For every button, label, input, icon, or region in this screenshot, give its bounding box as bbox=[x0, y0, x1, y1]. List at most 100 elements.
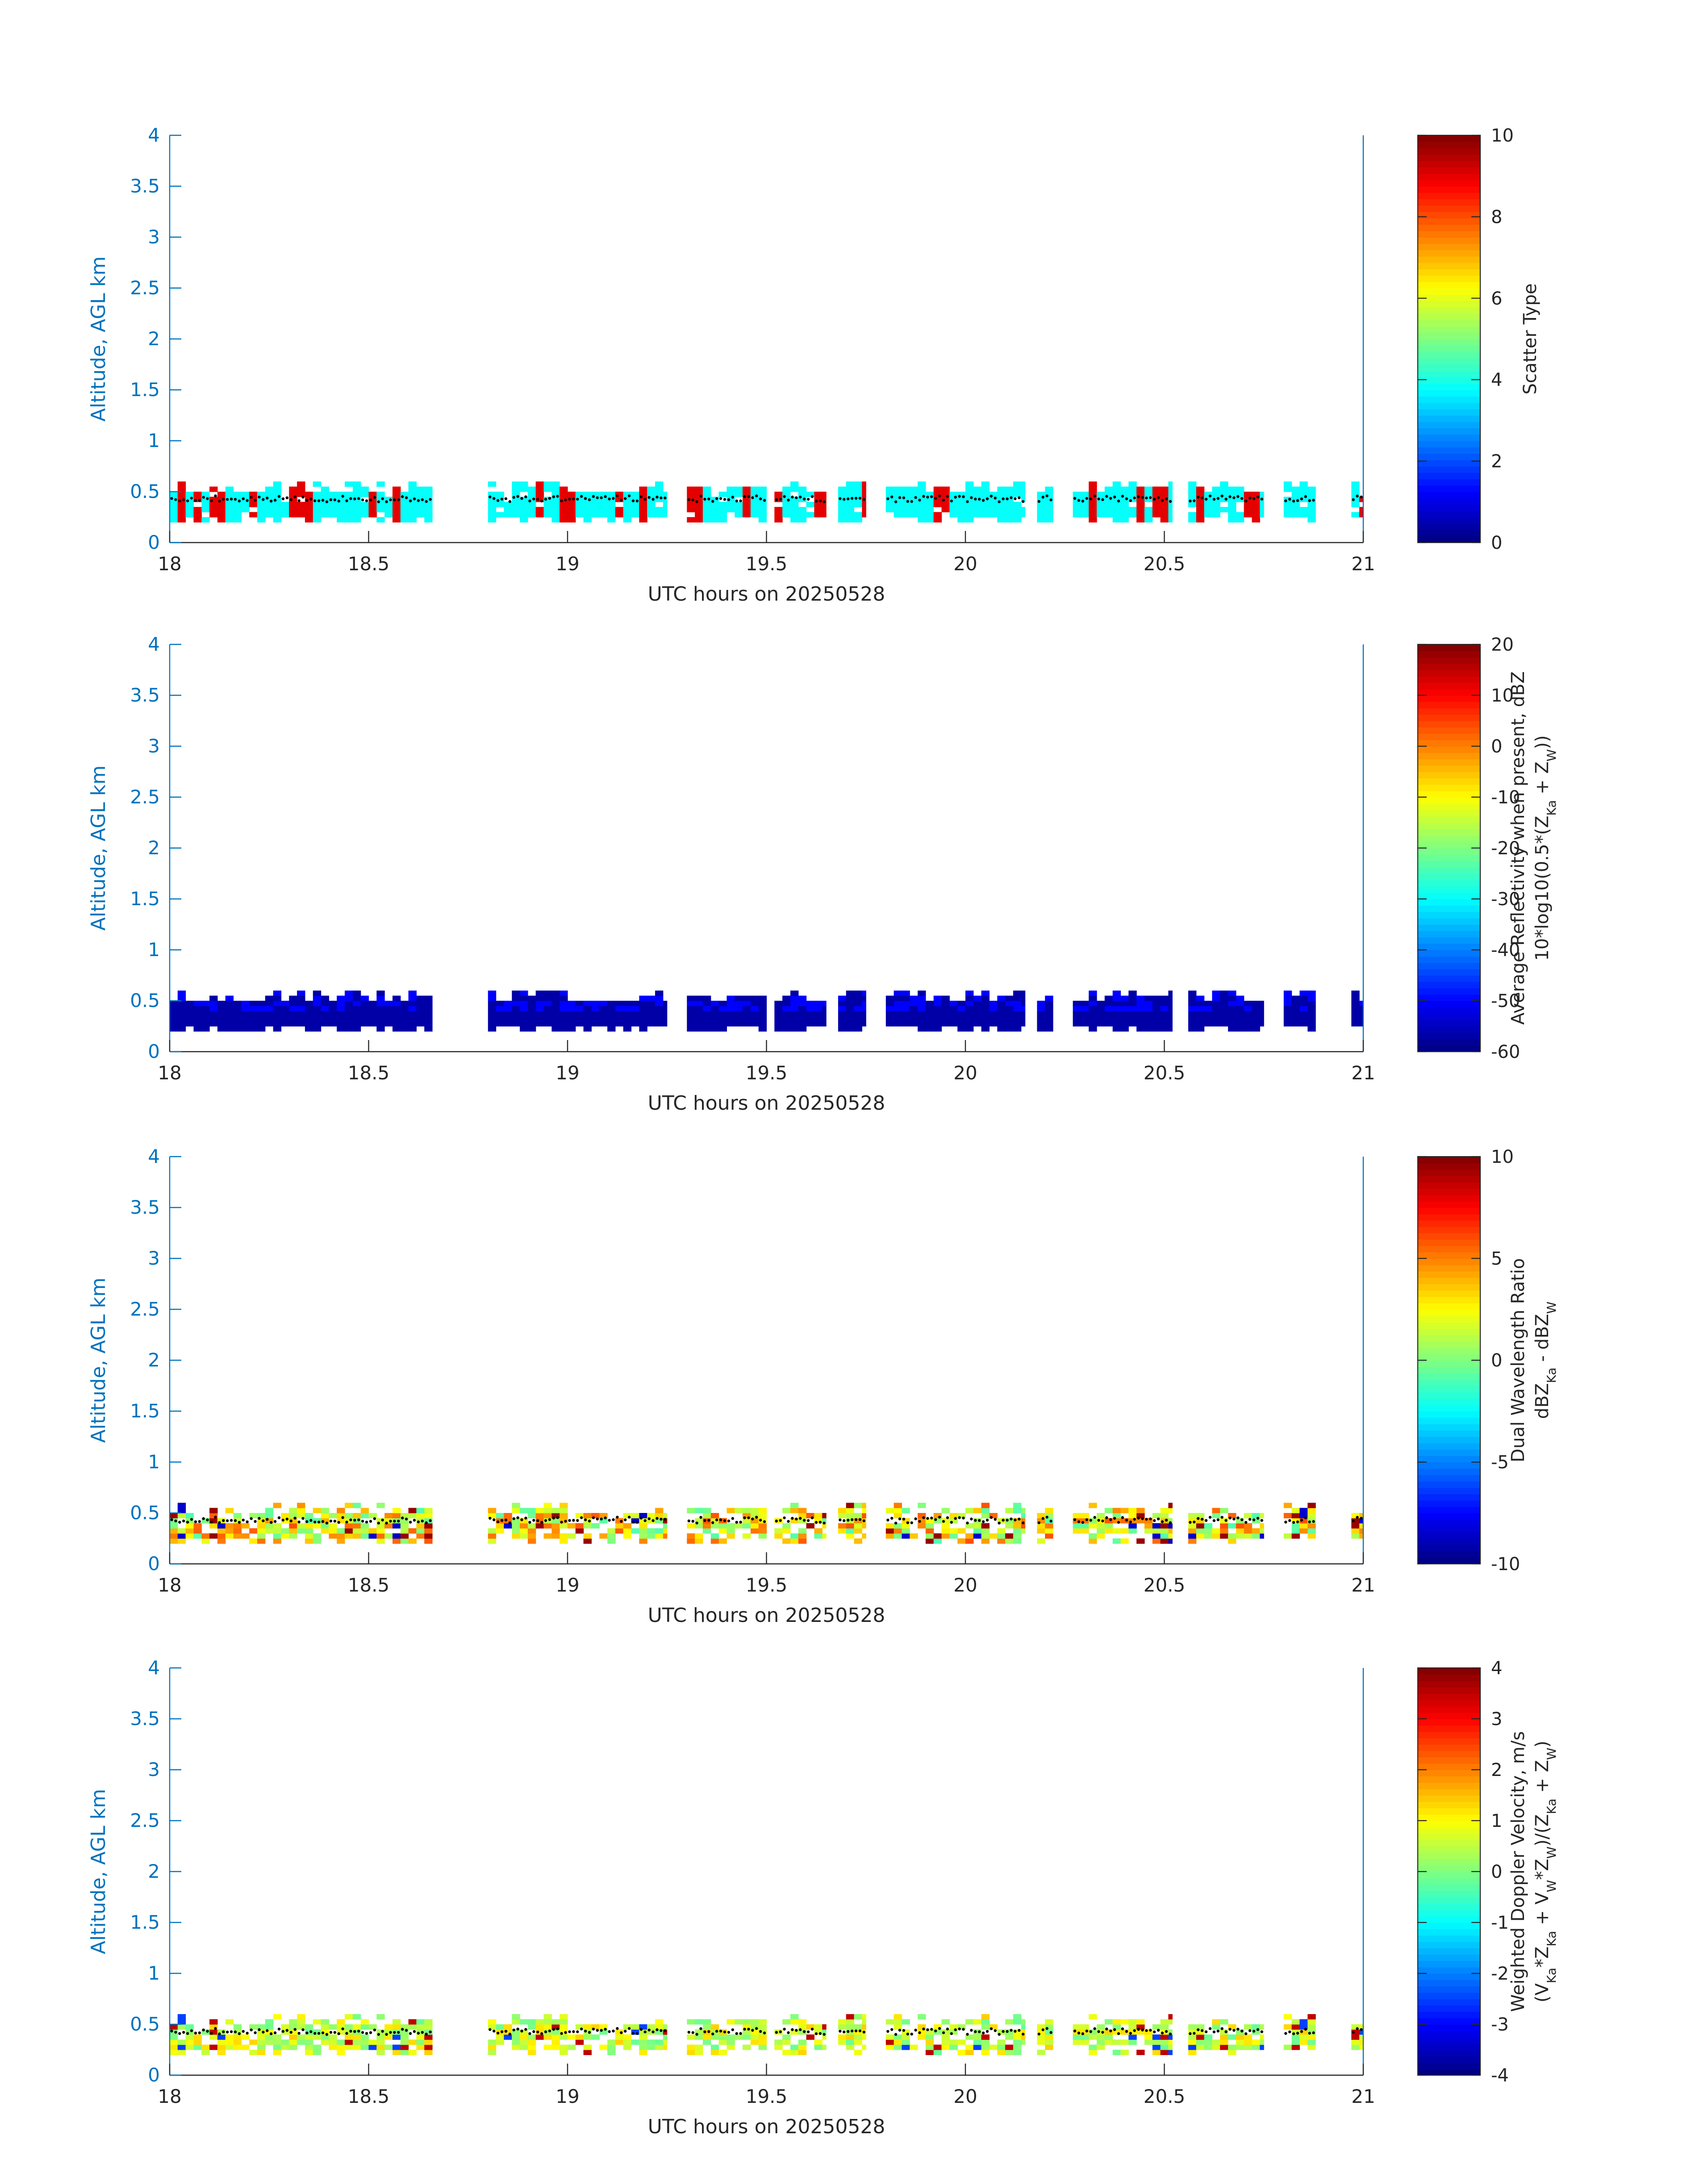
heatmap-cell bbox=[297, 2019, 305, 2025]
heatmap-cell bbox=[265, 486, 274, 492]
heatmap-cell bbox=[1013, 501, 1022, 507]
heatmap-cell bbox=[997, 1021, 1006, 1027]
cloud-base-dot bbox=[178, 499, 181, 502]
cloud-base-dot bbox=[512, 1517, 515, 1520]
heatmap-cell bbox=[631, 1016, 639, 1022]
x-tick-label: 19.5 bbox=[746, 553, 788, 575]
cloud-base-dot bbox=[592, 2027, 595, 2031]
heatmap-cell bbox=[854, 2050, 862, 2055]
heatmap-cell bbox=[702, 501, 711, 507]
cloud-base-dot bbox=[285, 1517, 288, 1521]
heatmap-cell bbox=[217, 1001, 226, 1006]
heatmap-cell bbox=[623, 1016, 632, 1022]
heatmap-cell bbox=[639, 1016, 647, 1022]
heatmap-cell bbox=[1291, 1508, 1300, 1513]
heatmap-cell bbox=[560, 2050, 568, 2055]
colorbar-swatch bbox=[1418, 670, 1480, 677]
colorbar-swatch bbox=[1418, 409, 1480, 416]
heatmap-cell bbox=[400, 1538, 409, 1544]
colorbar-tick-label: -4 bbox=[1491, 2065, 1509, 2086]
heatmap-cell bbox=[1097, 1523, 1105, 1529]
heatmap-cell bbox=[981, 2039, 990, 2045]
heatmap-cell bbox=[345, 2044, 353, 2050]
heatmap-cell bbox=[249, 2024, 258, 2030]
heatmap-cell bbox=[727, 2019, 735, 2025]
colorbar-swatch bbox=[1418, 371, 1480, 378]
cloud-base-dot bbox=[596, 2029, 599, 2032]
heatmap-cell bbox=[1351, 990, 1360, 996]
heatmap-cell bbox=[925, 2044, 934, 2050]
heatmap-cell bbox=[384, 1001, 393, 1006]
heatmap-cell bbox=[1120, 1538, 1129, 1544]
heatmap-cell bbox=[631, 507, 639, 513]
cloud-base-dot bbox=[1212, 1519, 1216, 1522]
heatmap-cell bbox=[1228, 1001, 1236, 1006]
heatmap-cell bbox=[393, 492, 401, 497]
heatmap-cell bbox=[758, 517, 767, 522]
heatmap-cell bbox=[352, 517, 361, 522]
heatmap-cell bbox=[551, 995, 560, 1001]
cloud-base-dot bbox=[1161, 499, 1164, 502]
heatmap-cell bbox=[583, 1006, 592, 1011]
cloud-base-dot bbox=[938, 1516, 941, 1519]
heatmap-cell bbox=[170, 1021, 178, 1027]
cloud-base-dot bbox=[635, 499, 639, 503]
heatmap-cell bbox=[345, 1513, 353, 1518]
colorbar-swatch bbox=[1418, 988, 1480, 995]
cloud-base-dot bbox=[592, 1516, 595, 1519]
heatmap-cell bbox=[1228, 1538, 1236, 1544]
heatmap-cell bbox=[376, 1011, 385, 1016]
cloud-base-dot bbox=[946, 495, 949, 498]
heatmap-cell bbox=[273, 2034, 282, 2040]
heatmap-cell bbox=[735, 1021, 743, 1027]
cloud-base-dot bbox=[1113, 2028, 1116, 2031]
colorbar-swatch bbox=[1418, 1475, 1480, 1482]
heatmap-cell bbox=[1081, 1021, 1089, 1027]
heatmap-cell bbox=[854, 1026, 862, 1032]
cloud-base-dot bbox=[890, 495, 894, 499]
heatmap-cell bbox=[257, 2044, 266, 2050]
heatmap-cell bbox=[345, 1528, 353, 1534]
heatmap-cell bbox=[416, 486, 425, 492]
cloud-base-dot bbox=[806, 2030, 810, 2034]
heatmap-cell bbox=[1160, 517, 1169, 522]
cloud-base-dot bbox=[1049, 498, 1052, 501]
colorbar-swatch bbox=[1418, 1776, 1480, 1783]
heatmap-cell bbox=[535, 1523, 544, 1529]
cloud-base-dot bbox=[934, 2029, 937, 2033]
heatmap-cell bbox=[1128, 1508, 1137, 1513]
cloud-base-dot bbox=[1125, 2030, 1128, 2033]
heatmap-cell bbox=[273, 1026, 282, 1032]
heatmap-cell bbox=[941, 1508, 950, 1513]
heatmap-cell bbox=[1152, 2044, 1161, 2050]
heatmap-cell bbox=[862, 481, 866, 487]
heatmap-cell bbox=[543, 2024, 552, 2030]
cloud-base-dot bbox=[512, 2028, 515, 2031]
heatmap-cell bbox=[894, 995, 902, 1001]
colorbar-tick-label: -5 bbox=[1491, 1452, 1509, 1473]
cloud-base-dot bbox=[170, 497, 173, 500]
cloud-base-dot bbox=[409, 499, 412, 502]
heatmap-cell bbox=[1244, 2034, 1253, 2040]
heatmap-cell bbox=[718, 512, 727, 518]
heatmap-cell bbox=[424, 1001, 433, 1006]
heatmap-cell bbox=[718, 2039, 727, 2045]
heatmap-cell bbox=[209, 1016, 218, 1022]
heatmap-cell bbox=[591, 1011, 600, 1016]
colorbar-swatch bbox=[1418, 1916, 1480, 1923]
cloud-base-dot bbox=[719, 497, 722, 500]
heatmap-cell bbox=[512, 1016, 520, 1022]
colorbar-swatch bbox=[1418, 1674, 1480, 1681]
cloud-base-dot bbox=[508, 2032, 512, 2036]
heatmap-cell bbox=[894, 486, 902, 492]
heatmap-cell bbox=[416, 1011, 425, 1016]
cloud-base-dot bbox=[1077, 2031, 1081, 2035]
heatmap-cell bbox=[639, 486, 647, 492]
heatmap-cell bbox=[170, 1026, 178, 1032]
heatmap-cell bbox=[981, 1001, 990, 1006]
cloud-base-dot bbox=[627, 494, 631, 497]
heatmap-cell bbox=[1045, 2044, 1053, 2050]
heatmap-cell bbox=[933, 517, 942, 522]
heatmap-cell bbox=[925, 1026, 934, 1032]
